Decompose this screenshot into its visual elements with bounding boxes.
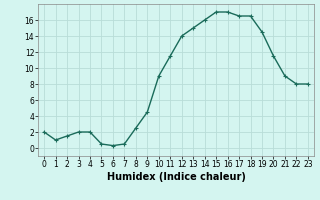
- X-axis label: Humidex (Indice chaleur): Humidex (Indice chaleur): [107, 172, 245, 182]
